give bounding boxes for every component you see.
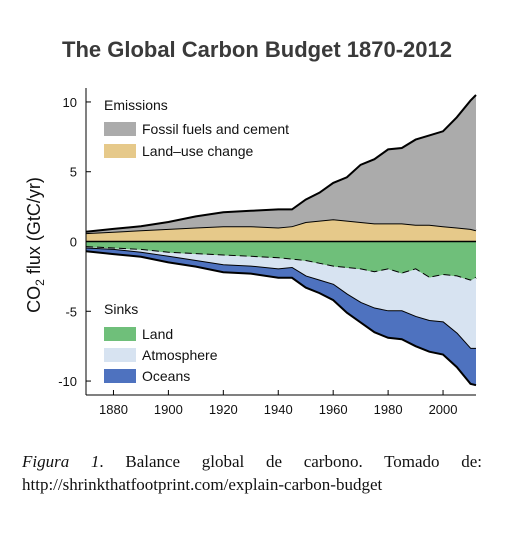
legend-swatch [104,327,136,341]
caption-label: Figura 1 [22,452,100,471]
plot-area [85,94,477,387]
y-tick-label: 5 [70,165,77,180]
chart-title: The Global Carbon Budget 1870-2012 [62,37,452,62]
emission-area-fossil-fuels-and-cement [86,95,476,234]
y-tick-label: 0 [70,235,77,250]
x-tick-label: 1980 [374,402,403,417]
sink-area-atmosphere [86,247,476,349]
emission-line-fossil-fuels-and-cement [85,94,477,233]
x-tick-label: 1940 [264,402,293,417]
x-tick-label: 2000 [429,402,458,417]
legend-label: Fossil fuels and cement [142,121,289,137]
figure-caption: Figura 1. Balance global de carbono. Tom… [22,450,482,496]
y-tick-label: 10 [63,95,77,110]
caption-text: . Balance global de carbono. Tomado de: … [22,452,482,494]
x-tick-label: 1960 [319,402,348,417]
legend-swatch [104,144,136,158]
emission-area-land-use-change [86,219,476,242]
legend-swatch [104,369,136,383]
sink-area-oceans [86,248,476,386]
y-axis-label: CO2 flux (GtC/yr) [24,177,47,313]
x-tick-label: 1880 [99,402,128,417]
sink-line-oceans [85,250,477,387]
y-tick-label: -5 [65,304,77,319]
legend: Emissions Fossil fuels and cement Land–use… [104,97,289,384]
x-tick-label: 1920 [209,402,238,417]
legend-label: Atmosphere [142,347,218,363]
legend-label: Land [142,326,173,342]
legend-label: Land–use change [142,143,254,159]
y-tick-label: -10 [58,374,77,389]
sink-area-land [86,241,476,281]
legend-label: Oceans [142,368,190,384]
axes: 1880 1900 1920 1940 1960 1980 2000 10 5 0 -5 -10 [58,88,476,417]
emissions-legend-title: Emissions [104,97,168,113]
legend-swatch [104,122,136,136]
sinks-legend-title: Sinks [104,301,138,317]
x-tick-label: 1900 [154,402,183,417]
legend-swatch [104,348,136,362]
carbon-budget-chart: The Global Carbon Budget 1870-2012 1880 1… [24,37,477,417]
